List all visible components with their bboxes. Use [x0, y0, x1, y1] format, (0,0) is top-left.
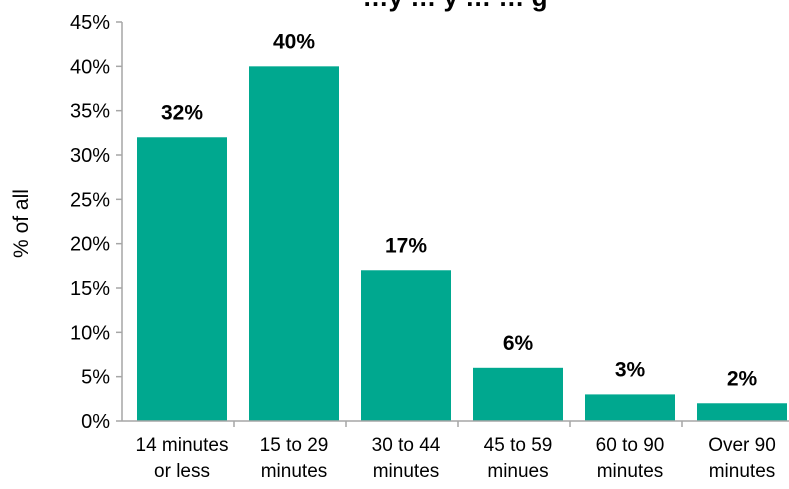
y-tick-label: 45% — [70, 12, 110, 34]
x-category-label: minutes — [373, 461, 440, 482]
data-label: 17% — [385, 234, 427, 257]
x-category-label: minutes — [709, 461, 776, 482]
axes — [116, 21, 789, 427]
y-tick-label: 25% — [70, 189, 110, 211]
chart-title-group: …y … y … … g — [363, 0, 548, 12]
y-tick-label: 15% — [70, 278, 110, 300]
x-category-label: or less — [154, 461, 210, 482]
bar — [137, 137, 227, 421]
y-tick-label: 5% — [81, 367, 110, 389]
y-tick-label: 30% — [70, 145, 110, 167]
bar — [697, 403, 787, 421]
data-label: 3% — [615, 358, 646, 381]
bar — [585, 394, 675, 421]
y-tick-label: 20% — [70, 234, 110, 256]
x-category-label: minutes — [597, 461, 664, 482]
y-axis-title: % of all — [10, 189, 33, 258]
x-category-label: minues — [487, 461, 548, 482]
data-labels: 32% 40% 17% 6% 3% 2% — [161, 30, 758, 390]
y-tick-label: 40% — [70, 56, 110, 78]
x-axis-categories: 14 minutes or less 15 to 29 minutes 30 to 44… — [136, 435, 776, 482]
data-label: 2% — [727, 367, 758, 390]
y-tick-label: 35% — [70, 101, 110, 123]
data-label: 32% — [161, 101, 203, 124]
x-category-label: 14 minutes — [136, 435, 229, 456]
y-axis-title-group: % of all — [10, 189, 33, 258]
y-axis-ticks: 0% 5% 10% 15% 20% 25% 30% 35% 40% 45% — [70, 12, 110, 433]
x-category-label: 45 to 59 — [484, 435, 553, 456]
chart-title: …y … y … … g — [363, 0, 548, 12]
bars — [137, 66, 787, 421]
bar — [473, 367, 563, 421]
data-label: 6% — [503, 332, 534, 355]
bar — [361, 270, 451, 421]
x-category-label: minutes — [261, 461, 328, 482]
bar — [249, 66, 339, 421]
y-tick-label: 10% — [70, 322, 110, 344]
data-label: 40% — [273, 30, 315, 53]
x-category-label: 60 to 90 — [596, 435, 665, 456]
x-category-label: 30 to 44 — [372, 435, 441, 456]
x-category-label: 15 to 29 — [260, 435, 329, 456]
x-category-label: Over 90 — [708, 435, 776, 456]
y-tick-label: 0% — [81, 411, 110, 433]
